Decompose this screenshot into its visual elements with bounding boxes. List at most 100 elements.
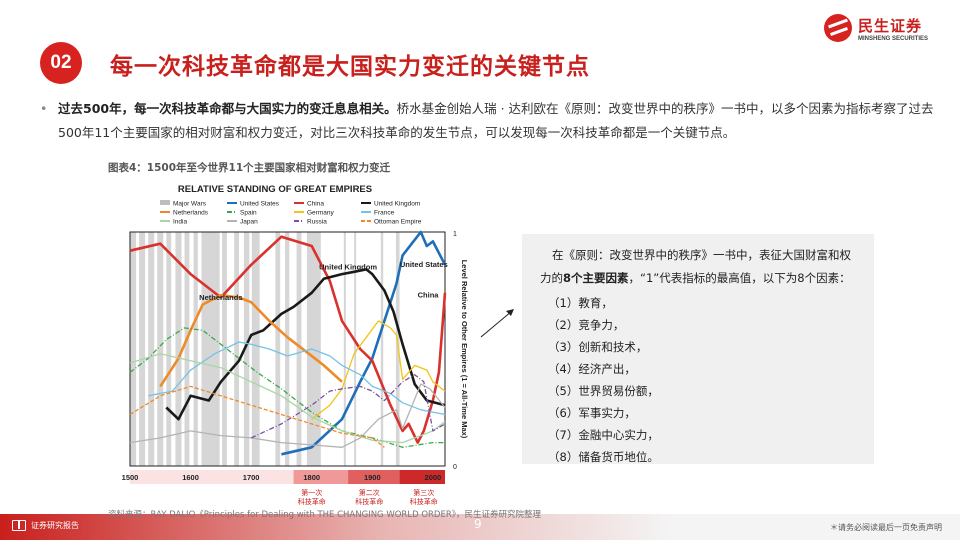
legend-item-ottoman-empire: Ottoman Empire — [361, 219, 422, 226]
war-band — [148, 232, 155, 466]
annotation-china: China — [418, 291, 440, 300]
series-line-united-kingdom — [165, 268, 446, 421]
factor-intro-bold: 8个主要因素 — [563, 271, 629, 285]
revolution-labels: 第一次科技革命 第二次科技革命 第三次科技革命 — [298, 488, 438, 506]
factor-item: （7）金融中心实力， — [548, 428, 659, 442]
series-line-netherlands — [159, 293, 343, 388]
era-segment — [293, 470, 349, 484]
brand-mark-icon — [823, 14, 852, 42]
legend-label: Netherlands — [173, 210, 209, 217]
series-lines — [129, 230, 447, 456]
legend-item-russia: Russia — [294, 219, 327, 226]
y-tick-max: 1 — [453, 231, 457, 238]
legend-item-france: France — [361, 210, 395, 217]
era-segment — [130, 470, 312, 484]
legend-item-netherlands: Netherlands — [160, 210, 209, 217]
era-segment — [399, 470, 445, 484]
legend-item-germany: Germany — [294, 210, 334, 217]
war-band — [251, 232, 260, 466]
legend-label: India — [173, 219, 187, 226]
legend-item-united-states: United States — [227, 201, 280, 208]
factor-item: （8）储备货币地位。 — [548, 450, 659, 464]
factor-item: （5）世界贸易份额， — [548, 384, 659, 398]
legend-label: United States — [240, 201, 280, 208]
legend-label: Germany — [307, 210, 334, 217]
legend-item-major-wars: Major Wars — [160, 200, 207, 208]
series-line-ottoman-empire — [129, 385, 385, 448]
factor-intro-b: ，“1”代表指标的最高值，以下为8个因素： — [628, 271, 851, 285]
revolution-label: 第二次科技革命 — [355, 488, 383, 506]
legend-item-united-kingdom: United Kingdom — [361, 201, 420, 208]
figure-source: 资料来源：RAY DALIO《Principles for Dealing wi… — [108, 510, 541, 520]
footer-report-label: 证券研究报告 — [12, 520, 79, 531]
arrow-icon — [480, 309, 514, 338]
disclaimer-text: ＊请务必阅读最后一页免责声明 — [830, 523, 942, 532]
legend-label: Japan — [240, 219, 258, 226]
factor-list: （1）教育， （2）竞争力， （3）创新和技术， （4）经济产出， （5）世界贸… — [540, 292, 856, 468]
annotation-netherlands: Netherlands — [199, 293, 242, 302]
x-tick-label: 1600 — [182, 473, 199, 482]
y-axis: 1 0 Level Relative to Other Empires (1 = A… — [453, 231, 469, 471]
war-band — [275, 232, 281, 466]
page-number: 9 — [474, 517, 482, 531]
legend-swatch — [160, 200, 170, 205]
factor-info-box: 在《原则：改变世界中的秩序》一书中，表征大国财富和权力的8个主要因素，“1”代表… — [522, 234, 874, 464]
brand-name-cn: 民生证券 — [857, 16, 922, 35]
factor-item: （6）军事实力， — [548, 406, 636, 420]
intro-body-text: 桥水基金创始人瑞 · 达利欧在《原则：改变世界中的秩序》一书中，以多个因素为指标… — [58, 101, 934, 140]
legend-item-china: China — [294, 201, 324, 208]
war-band — [395, 232, 400, 466]
war-band — [234, 232, 240, 466]
series-line-spain — [129, 327, 445, 448]
x-tick-label: 1900 — [364, 473, 381, 482]
war-bands — [130, 232, 400, 466]
series-line-japan — [129, 383, 446, 448]
x-tick-label: 1500 — [122, 473, 139, 482]
intro-paragraph: • 过去500年，每一次科技革命都与大国实力的变迁息息相关。桥水基金创始人瑞 ·… — [40, 97, 940, 145]
legend-item-india: India — [160, 219, 187, 226]
war-band — [175, 232, 182, 466]
era-segment — [348, 470, 400, 484]
legend-label: China — [307, 201, 324, 208]
footer-bar — [0, 514, 960, 540]
factor-item: （1）教育， — [548, 296, 613, 310]
legend-item-japan: Japan — [227, 219, 258, 226]
war-band — [201, 232, 220, 466]
series-annotations: United Kingdom United States China Netherla… — [199, 260, 448, 302]
legend-label: United Kingdom — [374, 201, 420, 208]
war-band — [354, 232, 357, 466]
series-line-china — [129, 235, 447, 444]
footer-label-text: 证券研究报告 — [31, 521, 79, 530]
war-band — [296, 232, 302, 466]
intro-bold-text: 过去500年，每一次科技革命都与大国实力的变迁息息相关。 — [58, 101, 397, 116]
legend-label: Major Wars — [173, 201, 207, 208]
era-bar: 1500 1600 1700 1800 1900 2000 — [122, 470, 445, 484]
war-band — [306, 232, 321, 466]
annotation-united-states: United States — [400, 260, 448, 269]
factor-item: （4）经济产出， — [548, 362, 636, 376]
brand-logo: 民生证券 MINSHENG SECURITIES — [823, 14, 928, 42]
war-band — [193, 232, 198, 466]
war-band — [343, 232, 346, 466]
book-icon — [12, 520, 26, 531]
great-empires-chart: RELATIVE STANDING OF GREAT EMPIRES Major… — [122, 184, 469, 506]
revolution-label: 第一次科技革命 — [298, 488, 326, 506]
brand-name-en: MINSHENG SECURITIES — [857, 35, 928, 42]
war-band — [157, 232, 164, 466]
war-band — [243, 232, 250, 466]
factor-item: （3）创新和技术， — [548, 340, 648, 354]
x-tick-label: 1700 — [243, 473, 260, 482]
page-title: 每一次科技革命都是大国实力变迁的关键节点 — [110, 54, 590, 80]
series-line-india — [129, 353, 446, 444]
x-tick-label: 1800 — [303, 473, 320, 482]
war-band — [139, 232, 146, 466]
y-axis-label: Level Relative to Other Empires (1 = All… — [460, 260, 469, 439]
section-number-badge: 02 — [40, 42, 82, 84]
legend-label: Russia — [307, 219, 327, 226]
revolution-label: 第三次科技革命 — [410, 488, 438, 506]
annotation-united-kingdom: United Kingdom — [319, 262, 377, 271]
war-band — [184, 232, 190, 466]
war-band — [166, 232, 172, 466]
plot-frame — [129, 231, 446, 467]
legend-label: Spain — [240, 210, 257, 217]
